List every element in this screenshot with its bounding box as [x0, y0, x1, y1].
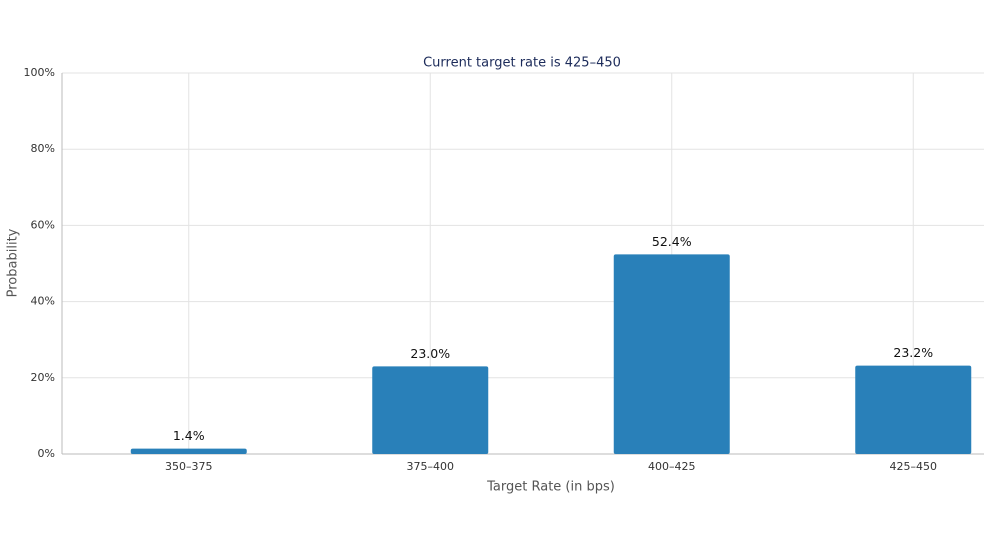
- x-tick-label: 375–400: [407, 460, 455, 473]
- y-tick-label: 80%: [31, 142, 55, 155]
- value-label: 52.4%: [652, 234, 692, 249]
- x-tick-label: 425–450: [890, 460, 938, 473]
- bar: [372, 366, 489, 454]
- y-tick-label: 100%: [24, 66, 55, 79]
- y-tick-label: 40%: [31, 295, 55, 308]
- bar: [855, 365, 972, 454]
- chart-title: Current target rate is 425–450: [423, 56, 621, 71]
- value-label: 23.0%: [410, 346, 450, 361]
- value-label: 1.4%: [173, 428, 205, 443]
- y-tick-label: 0%: [38, 447, 55, 460]
- bar: [130, 448, 247, 454]
- x-tick-label: 400–425: [648, 460, 696, 473]
- y-tick-label: 20%: [31, 371, 55, 384]
- y-tick-label: 60%: [31, 218, 55, 231]
- x-axis-title: Target Rate (in bps): [486, 480, 615, 495]
- value-label: 23.2%: [893, 345, 933, 360]
- x-tick-label: 350–375: [165, 460, 213, 473]
- y-axis-title: Probability: [6, 228, 21, 297]
- bar: [613, 254, 730, 454]
